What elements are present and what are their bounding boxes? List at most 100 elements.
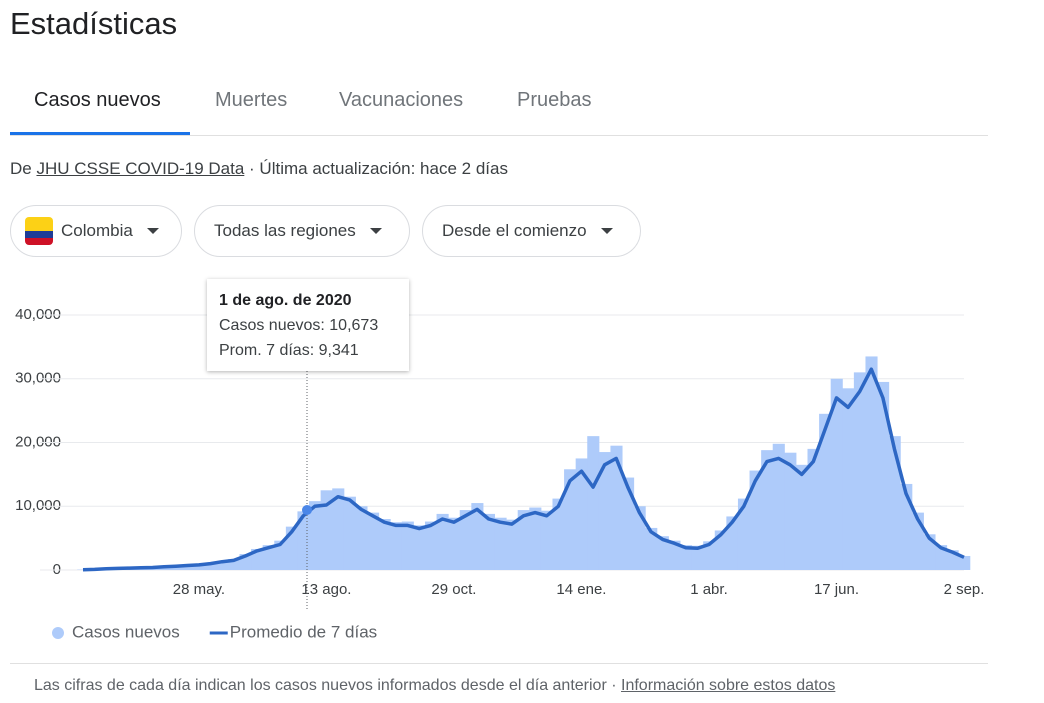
x-tick-label: 1 abr. [690, 581, 728, 598]
bar [413, 525, 426, 570]
bar [552, 498, 565, 570]
bar [378, 519, 391, 570]
bar [309, 501, 322, 570]
source-prefix: De [10, 159, 32, 178]
bar [367, 512, 380, 570]
bar [923, 534, 936, 570]
source-line: De JHU CSSE COVID-19 Data · Última actua… [10, 159, 508, 179]
bar [656, 536, 669, 570]
caret [146, 228, 159, 234]
x-tick-label: 14 ene. [556, 581, 606, 598]
divider [10, 663, 988, 664]
bar [598, 452, 611, 570]
bar [216, 561, 229, 570]
legend-label: Promedio de 7 días [230, 622, 377, 641]
bar [830, 378, 843, 570]
legend-swatch [52, 627, 64, 639]
y-tick-label: 0 [53, 561, 61, 578]
bar [274, 540, 287, 570]
caret [369, 228, 382, 234]
tab[interactable]: Pruebas [517, 89, 592, 111]
footer: Las cifras de cada día indican los casos… [34, 677, 835, 695]
x-tick-label: 2 sep. [944, 581, 985, 598]
footer-note: Las cifras de cada día indican los casos… [34, 677, 617, 694]
source-link[interactable]: JHU CSSE COVID-19 Data [36, 159, 245, 178]
bar [297, 511, 310, 570]
filter-chip[interactable]: Colombia [10, 205, 182, 257]
filter-label: Desde el comienzo [442, 221, 587, 240]
tab[interactable]: Muertes [215, 89, 288, 111]
bar [761, 450, 774, 570]
bar [726, 516, 739, 570]
bar [842, 388, 855, 570]
line [82, 367, 965, 572]
bar [714, 530, 727, 570]
source-suffix: · Última actualización: hace 2 días [249, 159, 508, 178]
bar [900, 483, 913, 570]
bar [633, 506, 646, 570]
bar [679, 545, 693, 570]
bar [819, 413, 832, 570]
y-tick-label: 30,000 [15, 370, 61, 387]
x-tick-label: 29 oct. [431, 581, 476, 598]
x-tick-label: 28 may. [173, 581, 225, 598]
bar [853, 372, 866, 570]
filter-chip[interactable]: Todas las regiones [194, 205, 410, 257]
bar [772, 443, 785, 570]
filter-label: Todas las regiones [214, 221, 356, 240]
tab[interactable]: Vacunaciones [339, 89, 464, 111]
y-tick-label: 10,000 [15, 497, 61, 514]
bar [529, 507, 542, 570]
bar [401, 521, 414, 570]
x-tick-label: 17 jun. [814, 581, 859, 598]
hover-point [302, 505, 312, 515]
bar [193, 564, 206, 570]
bar [587, 436, 600, 570]
divider [10, 135, 988, 136]
bar [888, 436, 901, 570]
bar [703, 541, 716, 570]
tab[interactable]: Casos nuevos [34, 89, 161, 111]
y-tick-label: 40,000 [15, 306, 61, 323]
bar [517, 510, 530, 570]
bar [227, 559, 240, 570]
x-tick-label: 13 ago. [301, 581, 351, 598]
bar [645, 527, 658, 570]
bar [807, 448, 820, 570]
bar [668, 540, 681, 570]
bar [320, 490, 333, 570]
bar [784, 452, 797, 570]
bar [332, 488, 345, 570]
bar [564, 469, 577, 570]
bar [204, 562, 217, 570]
tooltip-line: Casos nuevos: 10,673 [219, 317, 379, 334]
caret [600, 228, 613, 234]
bar [622, 477, 635, 570]
bar [865, 356, 878, 570]
bar [575, 458, 588, 570]
bar [494, 517, 507, 570]
bar [424, 521, 438, 570]
bar [181, 565, 194, 570]
y-tick-label: 20,000 [15, 433, 61, 450]
filter-chip[interactable]: Desde el comienzo [422, 205, 641, 257]
flag [25, 217, 53, 245]
bar [436, 513, 449, 570]
bar [459, 510, 472, 570]
bar [506, 519, 519, 570]
bar [540, 510, 553, 570]
legend-label: Casos nuevos [72, 622, 180, 641]
filter-label: Colombia [61, 221, 133, 240]
footer-link[interactable]: Información sobre estos datos [621, 677, 836, 694]
page-title: Estadísticas [10, 6, 178, 41]
bar [935, 545, 948, 570]
bar [610, 445, 623, 570]
tooltip-line: Prom. 7 días: 9,341 [219, 342, 359, 359]
bar [958, 555, 971, 570]
bar [355, 506, 368, 570]
bar [737, 498, 751, 570]
bar [285, 526, 298, 570]
bar [795, 464, 809, 570]
